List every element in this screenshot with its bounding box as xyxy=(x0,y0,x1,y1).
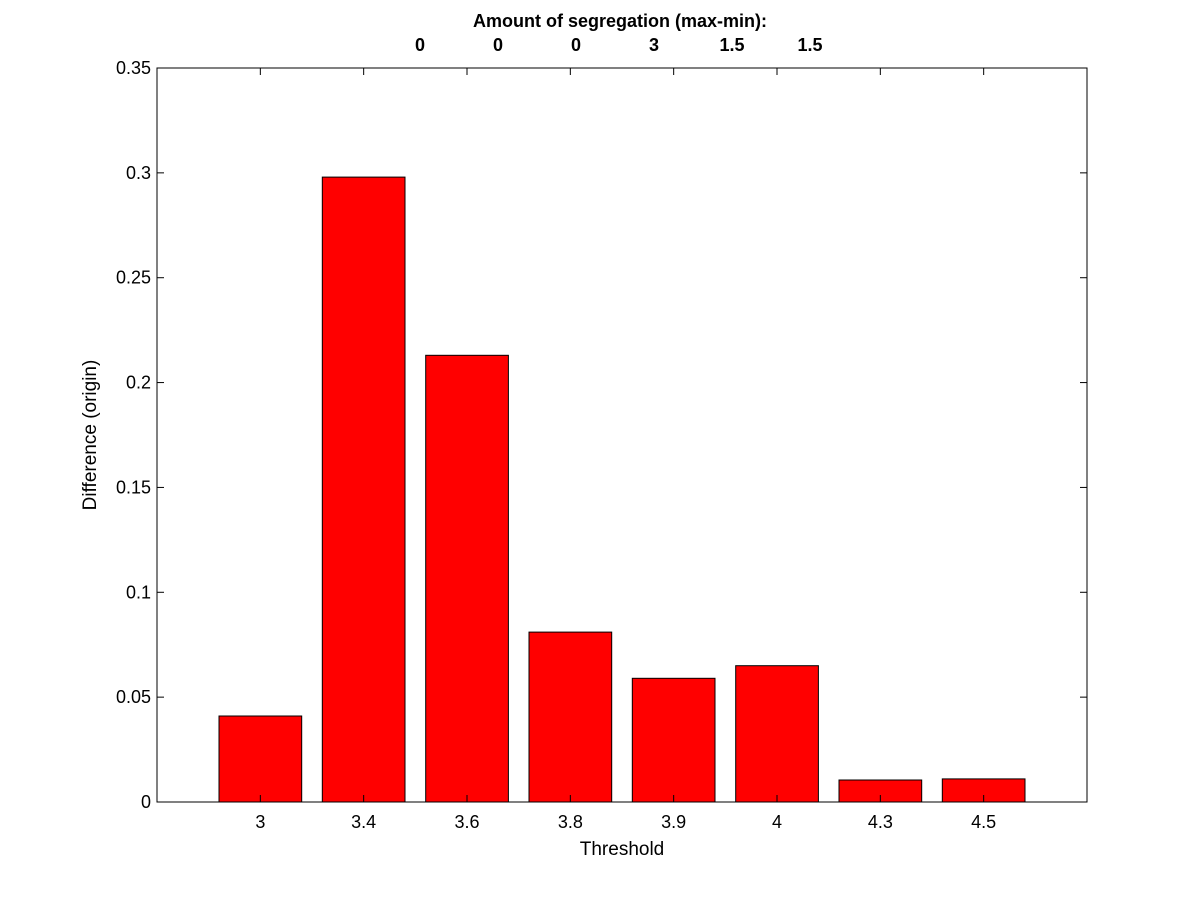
top-annotation-values: 0 0 0 3 1.5 1.5 xyxy=(415,35,823,55)
top-annotation-value: 1.5 xyxy=(719,35,744,55)
y-axis-title: Difference (origin) xyxy=(80,360,101,511)
top-annotation-value: 0 xyxy=(493,35,503,55)
y-tick-label: 0.2 xyxy=(126,373,151,393)
plot-frame xyxy=(156,67,1088,803)
top-annotation-value: 1.5 xyxy=(797,35,822,55)
bar-3.9 xyxy=(631,677,716,803)
y-tick-label: 0.15 xyxy=(116,477,151,497)
bars-layer xyxy=(218,176,1026,803)
top-annotation-value: 0 xyxy=(571,35,581,55)
y-tick-label: 0.25 xyxy=(116,268,151,288)
x-tick-label: 3.4 xyxy=(351,812,376,832)
ticks-layer: 0 0.05 0.1 0.15 0.2 0.25 0.3 0.35 3 3.4 3.6 3.8 3.9 4… xyxy=(116,58,1087,832)
x-axis-title: Threshold xyxy=(580,839,665,860)
y-tick-label: 0.3 xyxy=(126,163,151,183)
x-tick-label: 3.9 xyxy=(661,812,686,832)
x-tick-label: 3.8 xyxy=(558,812,583,832)
bar-4 xyxy=(735,665,819,803)
top-annotation-value: 3 xyxy=(649,35,659,55)
bar-3 xyxy=(218,715,303,803)
bar-3.6 xyxy=(425,354,509,803)
bar-3.4 xyxy=(321,176,406,803)
y-tick-label: 0 xyxy=(141,792,151,812)
y-tick-label: 0.05 xyxy=(116,687,151,707)
x-tick-label: 4 xyxy=(772,812,782,832)
y-tick-label: 0.1 xyxy=(126,582,151,602)
x-tick-label: 3 xyxy=(255,812,265,832)
x-tick-label: 3.6 xyxy=(454,812,479,832)
x-tick-label: 4.5 xyxy=(971,812,996,832)
x-tick-label: 4.3 xyxy=(868,812,893,832)
top-annotation-value: 0 xyxy=(415,35,425,55)
y-tick-label: 0.35 xyxy=(116,58,151,78)
bar-3.8 xyxy=(528,631,613,803)
top-annotation-title: Amount of segregation (max-min): xyxy=(473,11,767,31)
